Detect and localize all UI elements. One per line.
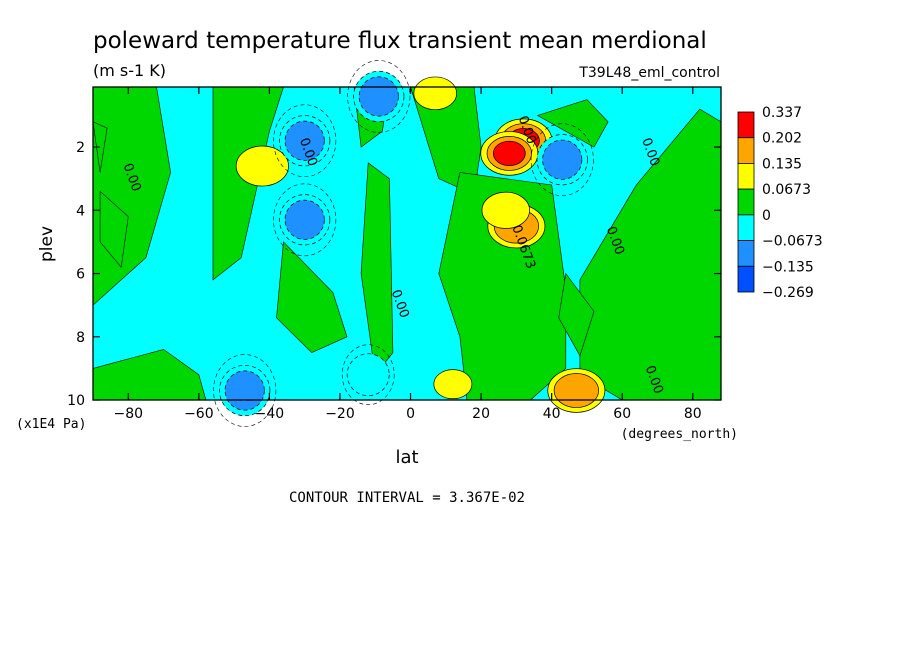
maximum-band xyxy=(413,76,457,111)
y-tick-label: 10 xyxy=(67,393,85,409)
x-tick-label: −20 xyxy=(325,406,355,422)
colorbar-swatch xyxy=(737,163,755,190)
colorbar-swatch xyxy=(737,240,755,267)
x-tick-label: −60 xyxy=(184,406,214,422)
x-axis: −80 −60 −40 −20 0 20 40 60 80 xyxy=(114,87,702,422)
x-tick-label: 20 xyxy=(472,406,490,422)
y-tick-label: 6 xyxy=(76,267,85,283)
negative-contour xyxy=(347,60,411,133)
minimum-band xyxy=(542,139,583,180)
negative-contour xyxy=(213,354,277,427)
y-axis: 2 4 6 8 10 xyxy=(67,140,721,409)
negative-contour xyxy=(530,123,594,197)
x-axis-units: (degrees_north) xyxy=(621,427,738,442)
minimum-band xyxy=(346,353,390,397)
positive-region xyxy=(276,241,348,353)
y-tick-label: 4 xyxy=(76,203,85,219)
negative-contour xyxy=(341,344,395,406)
colorbar-swatch xyxy=(737,137,755,164)
minimum-band xyxy=(358,76,399,117)
colorbar-label: 0.135 xyxy=(762,156,802,172)
colorbar-label: −0.269 xyxy=(762,285,814,301)
colorbar-swatch xyxy=(737,265,755,293)
contour-interval: CONTOUR INTERVAL = 3.367E-02 xyxy=(289,490,525,506)
maximum-band xyxy=(481,191,530,229)
negative-contour xyxy=(273,183,337,257)
minimum-band xyxy=(284,199,325,240)
colorbar-label: 0.202 xyxy=(762,131,802,147)
maximum-band xyxy=(433,369,473,400)
experiment-label: T39L48_eml_control xyxy=(578,65,720,81)
y-axis-units: (x1E4 Pa) xyxy=(16,417,86,432)
colorbar-label: −0.135 xyxy=(762,259,814,275)
plot-frame xyxy=(92,86,722,401)
x-tick-label: −40 xyxy=(255,406,285,422)
minimum-band xyxy=(284,120,325,161)
colorbar: 0.337 0.202 0.135 0.0673 0 −0.0673 −0.135 −0.26… xyxy=(737,105,823,301)
x-tick-label: −80 xyxy=(114,406,144,422)
colorbar-swatch xyxy=(737,111,755,139)
y-axis-title: plev xyxy=(37,226,57,262)
colorbar-label: 0.0673 xyxy=(762,182,811,198)
x-tick-label: 80 xyxy=(684,406,702,422)
maximum-band xyxy=(492,140,526,166)
negative-contour xyxy=(273,104,337,178)
plot-fill-area xyxy=(92,60,722,427)
x-tick-label: 40 xyxy=(543,406,561,422)
y-tick-label: 8 xyxy=(76,330,85,346)
units-label: (m s-1 K) xyxy=(93,61,166,80)
colorbar-swatch xyxy=(737,214,755,241)
x-tick-label: 60 xyxy=(613,406,631,422)
colorbar-swatch xyxy=(737,188,755,216)
colorbar-label: −0.0673 xyxy=(762,234,823,250)
x-tick-label: 0 xyxy=(406,406,415,422)
positive-region xyxy=(99,190,129,268)
colorbar-label: 0.337 xyxy=(762,105,802,121)
positive-region xyxy=(558,272,595,357)
x-axis-title: lat xyxy=(395,447,418,468)
colorbar-label: 0 xyxy=(762,208,771,224)
maximum-band xyxy=(553,373,599,408)
y-tick-label: 2 xyxy=(76,140,85,156)
positive-region xyxy=(536,99,609,148)
minimum-band xyxy=(224,370,265,411)
maximum-band xyxy=(235,145,289,187)
chart-title: poleward temperature flux transient mean… xyxy=(93,28,707,54)
